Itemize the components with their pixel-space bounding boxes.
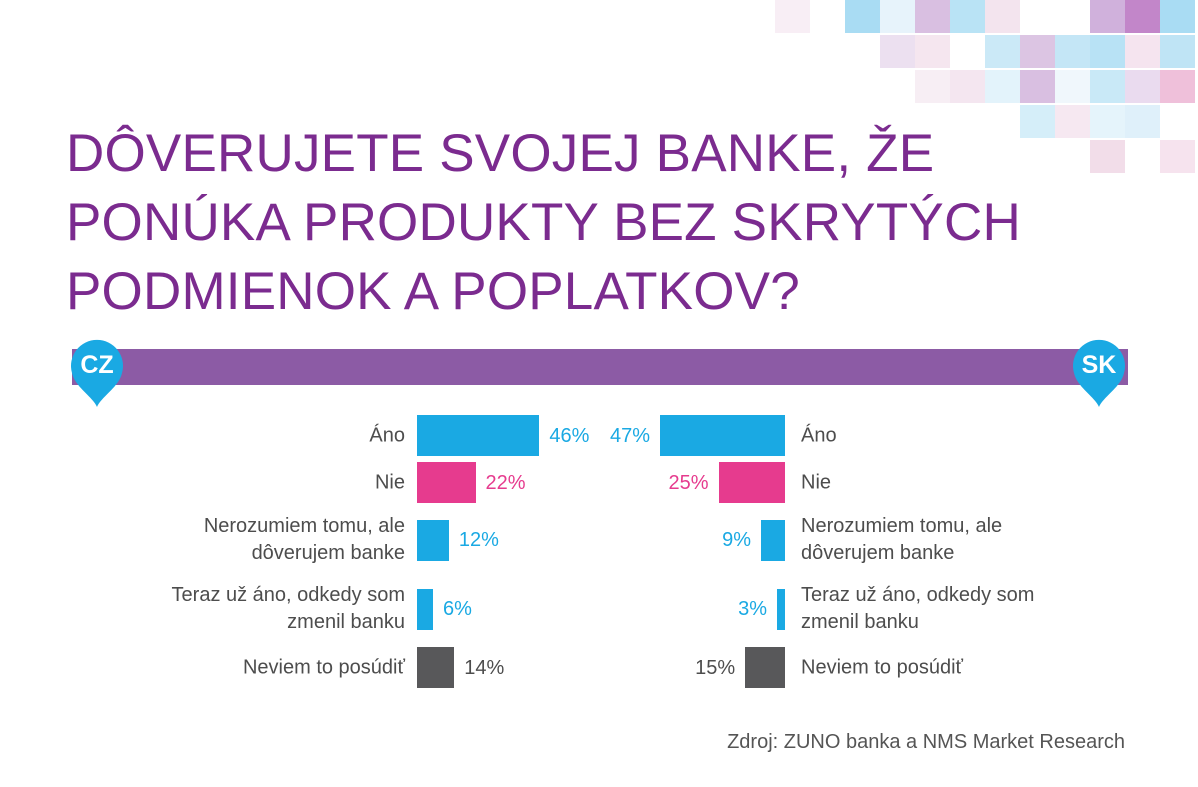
source-note: Zdroj: ZUNO banka a NMS Market Research bbox=[727, 731, 1125, 753]
decor-square bbox=[1090, 0, 1125, 33]
decor-square bbox=[1055, 70, 1090, 103]
decor-square bbox=[1160, 35, 1195, 68]
bar-cz bbox=[417, 415, 540, 456]
value-label-cz: 46% bbox=[549, 424, 590, 447]
decor-square bbox=[1020, 105, 1055, 138]
category-label-sk: Áno bbox=[801, 424, 837, 446]
bar-sk bbox=[659, 415, 785, 456]
category-label-cz: Nie bbox=[374, 471, 405, 493]
value-label-sk: 9% bbox=[722, 529, 752, 551]
category-label-sk: Neviem to posúdiť bbox=[801, 656, 964, 678]
decorative-mosaic bbox=[775, 0, 1195, 173]
bar-sk bbox=[745, 647, 785, 688]
page-title-line-1: DÔVERUJETE SVOJEJ BANKE, ŽE bbox=[66, 124, 935, 183]
bar-sk bbox=[718, 462, 785, 503]
decor-square bbox=[1090, 140, 1125, 173]
category-label-sk: Teraz už áno, odkedy som zmenil banku bbox=[801, 584, 1035, 633]
decor-square bbox=[1055, 105, 1090, 138]
pin-label-cz: CZ bbox=[80, 351, 114, 379]
decor-square bbox=[845, 0, 880, 33]
pin-cz: CZ bbox=[71, 339, 123, 409]
page-title-line-3: PODMIENOK A POPLATKOV? bbox=[66, 262, 800, 321]
decor-square bbox=[1160, 70, 1195, 103]
decor-square bbox=[880, 35, 915, 68]
value-label-sk: 47% bbox=[609, 424, 650, 447]
bar-cz bbox=[417, 462, 476, 503]
pin-sk: SK bbox=[1073, 339, 1125, 409]
decor-square bbox=[1090, 105, 1125, 138]
decor-square bbox=[880, 0, 915, 33]
decor-square bbox=[985, 35, 1020, 68]
value-label-sk: 3% bbox=[738, 598, 768, 620]
page-title-line-2: PONÚKA PRODUKTY BEZ SKRYTÝCH bbox=[66, 193, 1021, 252]
value-label-cz: 12% bbox=[458, 529, 499, 551]
category-label-sk: Nerozumiem tomu, ale dôverujem banke bbox=[801, 515, 1003, 564]
decor-square bbox=[1125, 35, 1160, 68]
decor-square bbox=[950, 70, 985, 103]
category-label-sk: Nie bbox=[801, 471, 832, 493]
country-band bbox=[72, 349, 1128, 385]
pin-label-sk: SK bbox=[1081, 351, 1117, 379]
map-pin-icon bbox=[1073, 339, 1125, 407]
category-label-cz: Áno bbox=[369, 424, 405, 446]
value-label-sk: 15% bbox=[695, 656, 736, 679]
decor-square bbox=[915, 0, 950, 33]
decor-square bbox=[950, 0, 985, 33]
bar-sk bbox=[761, 519, 785, 561]
bar-cz bbox=[417, 647, 455, 688]
decor-square bbox=[1055, 35, 1090, 68]
decor-square bbox=[775, 0, 810, 33]
decor-square bbox=[1090, 70, 1125, 103]
category-label-cz: Teraz už áno, odkedy som zmenil banku bbox=[171, 584, 405, 633]
value-label-cz: 14% bbox=[464, 656, 505, 679]
decor-square bbox=[985, 0, 1020, 33]
bar-sk bbox=[777, 588, 785, 630]
value-label-sk: 25% bbox=[668, 471, 709, 494]
bar-cz bbox=[417, 588, 433, 630]
page-title: DÔVERUJETE SVOJEJ BANKE, ŽE PONÚKA PRODU… bbox=[66, 119, 1021, 326]
decor-square bbox=[1160, 140, 1195, 173]
decor-square bbox=[915, 70, 950, 103]
map-pin-icon bbox=[71, 339, 123, 407]
value-label-cz: 22% bbox=[485, 471, 526, 494]
decor-square bbox=[985, 70, 1020, 103]
value-label-cz: 6% bbox=[442, 598, 472, 620]
category-label-cz: Nerozumiem tomu, ale dôverujem banke bbox=[203, 515, 405, 564]
decor-square bbox=[915, 35, 950, 68]
decor-square bbox=[1125, 0, 1160, 33]
decor-square bbox=[1160, 0, 1195, 33]
decor-square bbox=[1125, 70, 1160, 103]
decor-square bbox=[1090, 35, 1125, 68]
decor-square bbox=[1020, 70, 1055, 103]
bar-cz bbox=[417, 519, 449, 561]
decor-square bbox=[1020, 35, 1055, 68]
category-label-cz: Neviem to posúdiť bbox=[242, 656, 405, 678]
decor-square bbox=[1125, 105, 1160, 138]
